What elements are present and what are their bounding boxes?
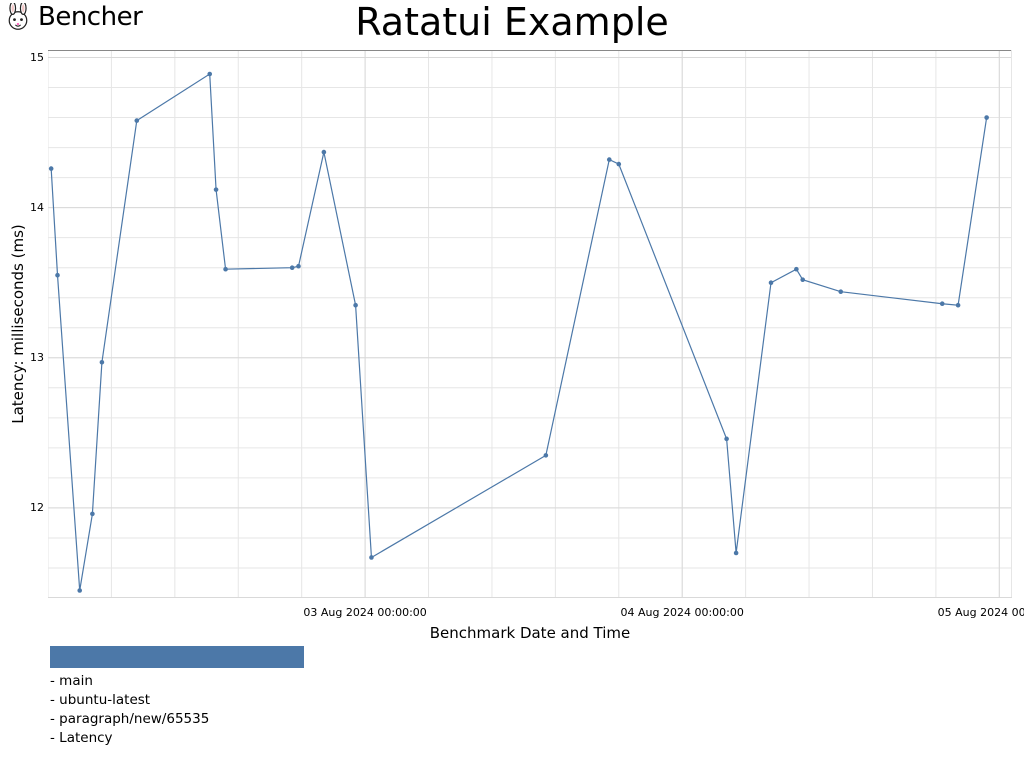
y-axis-label: Latency: milliseconds (ms) <box>8 50 28 598</box>
legend-swatch <box>50 646 304 668</box>
x-axis-label: Benchmark Date and Time <box>48 624 1012 642</box>
x-tick-label: 05 Aug 2024 00:00:00 <box>929 606 1024 619</box>
y-tick-label: 12 <box>24 501 44 514</box>
legend-item: ubuntu-latest <box>50 691 209 710</box>
y-tick-label: 13 <box>24 351 44 364</box>
x-tick-label: 03 Aug 2024 00:00:00 <box>295 606 435 619</box>
x-tick-label: 04 Aug 2024 00:00:00 <box>612 606 752 619</box>
legend-item: paragraph/new/65535 <box>50 710 209 729</box>
chart-title: Ratatui Example <box>0 0 1024 44</box>
y-tick-label: 15 <box>24 51 44 64</box>
y-tick-label: 14 <box>24 201 44 214</box>
legend-item: main <box>50 672 209 691</box>
legend-item: Latency <box>50 729 209 748</box>
legend-list: mainubuntu-latestparagraph/new/65535Late… <box>50 672 209 748</box>
line-chart <box>48 50 1012 598</box>
